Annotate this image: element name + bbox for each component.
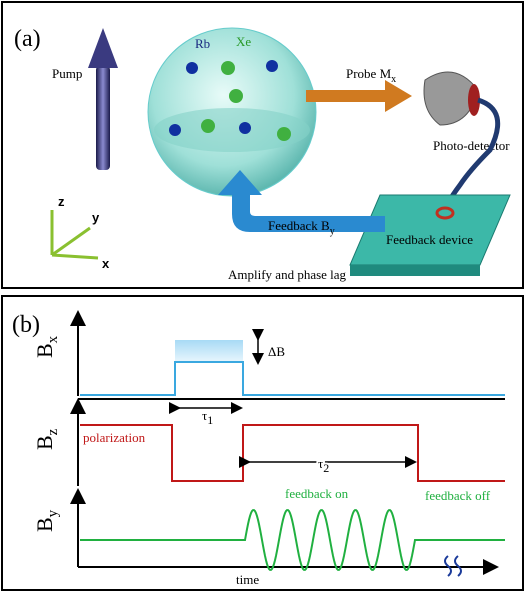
bz-label: Bz [32, 428, 61, 450]
bz-text: B [32, 435, 57, 450]
figure: (a) Pump Rb Xe Probe Mx Photo-detector F… [0, 0, 525, 592]
pump-label: Pump [52, 66, 82, 81]
feedback-off-label: feedback off [425, 488, 491, 503]
polarization-label: polarization [83, 430, 146, 445]
tau1-sub: 1 [207, 413, 213, 427]
by-text: B [32, 517, 57, 532]
panel-label: (b) [12, 312, 40, 338]
feedback-text: Feedback B [268, 218, 330, 233]
by-label: By [32, 509, 61, 532]
bx-sub: x [45, 335, 61, 343]
feedback-sub: y [330, 226, 335, 237]
by-sub: y [45, 509, 61, 517]
amplify-label: Amplify and phase lag [228, 267, 347, 282]
tau2-label: τ2 [318, 456, 329, 475]
xe-label: Xe [236, 34, 251, 49]
feedback-on-label: feedback on [285, 486, 349, 501]
time-label: time [236, 572, 259, 587]
pump-arrow [96, 66, 110, 170]
probe-text: Probe M [346, 66, 392, 81]
bz-sub: z [45, 428, 61, 435]
device-side [350, 265, 480, 276]
tau2-sub: 2 [323, 461, 329, 475]
detector-label: Photo-detector [433, 138, 510, 153]
probe-sub: x [391, 74, 396, 85]
bx-trace [80, 362, 505, 395]
axis-y: y [92, 210, 100, 225]
axis-z: z [58, 194, 65, 209]
axis-x: x [102, 256, 110, 271]
feedback-label: Feedback By [268, 218, 335, 237]
bx-text: B [32, 343, 57, 358]
bx-label: Bx [32, 335, 61, 358]
pump-head [88, 28, 118, 68]
panel-label: (a) [14, 26, 41, 52]
pulse-glow [175, 340, 243, 362]
page: (a) Pump Rb Xe Probe Mx Photo-detector F… [0, 0, 525, 592]
delta-b-label: ΔB [268, 344, 285, 359]
tau1-label: τ1 [202, 408, 213, 427]
device-label: Feedback device [386, 232, 473, 247]
rb-label: Rb [195, 36, 210, 51]
by-trace [80, 510, 505, 570]
